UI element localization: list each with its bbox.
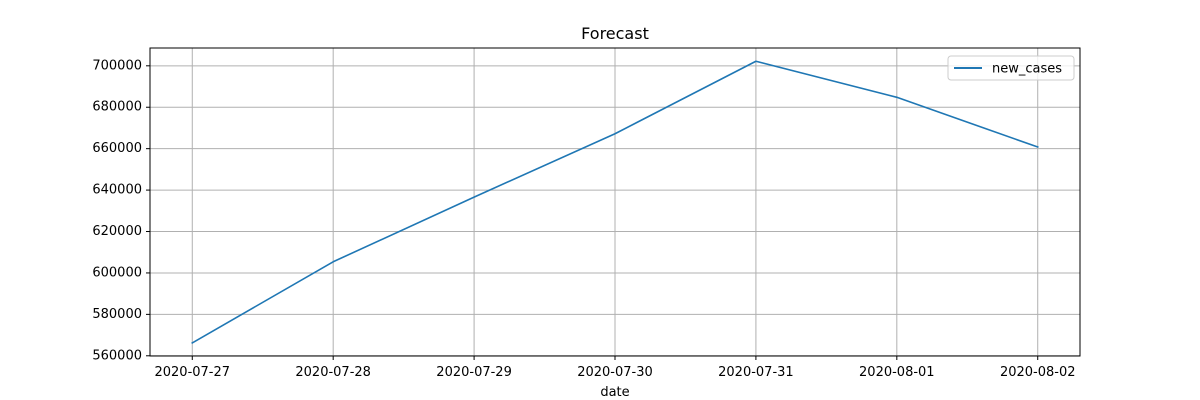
x-tick-label: 2020-07-31 xyxy=(718,365,794,380)
y-tick-label: 620000 xyxy=(92,224,142,239)
legend-label-new-cases: new_cases xyxy=(992,62,1062,77)
y-tick-label: 680000 xyxy=(92,100,142,115)
x-tick-label: 2020-08-01 xyxy=(859,365,935,380)
x-tick-label: 2020-07-29 xyxy=(436,365,512,380)
series-layer xyxy=(191,60,1039,345)
x-tick-label: 2020-07-30 xyxy=(577,365,653,380)
x-tick-label: 2020-07-27 xyxy=(154,365,230,380)
grid xyxy=(150,48,1080,357)
legend-box xyxy=(947,55,1075,81)
x-ticks: 2020-07-27 2020-07-28 2020-07-29 2020-07-30… xyxy=(154,356,1076,380)
y-tick-label: 600000 xyxy=(92,265,142,280)
x-axis-label: date xyxy=(600,385,629,400)
y-ticks: 560000 580000 600000 620000 640000 660000 6800… xyxy=(92,58,150,363)
y-tick-label: 580000 xyxy=(92,307,142,322)
y-tick-label: 640000 xyxy=(92,183,142,198)
chart-title: Forecast xyxy=(581,24,649,43)
x-tick-label: 2020-07-28 xyxy=(295,365,371,380)
y-tick-label: 660000 xyxy=(92,141,142,156)
y-tick-label: 560000 xyxy=(92,348,142,363)
x-tick-label: 2020-08-02 xyxy=(1000,365,1076,380)
legend: new_cases xyxy=(947,55,1075,81)
y-tick-label: 700000 xyxy=(92,58,142,73)
